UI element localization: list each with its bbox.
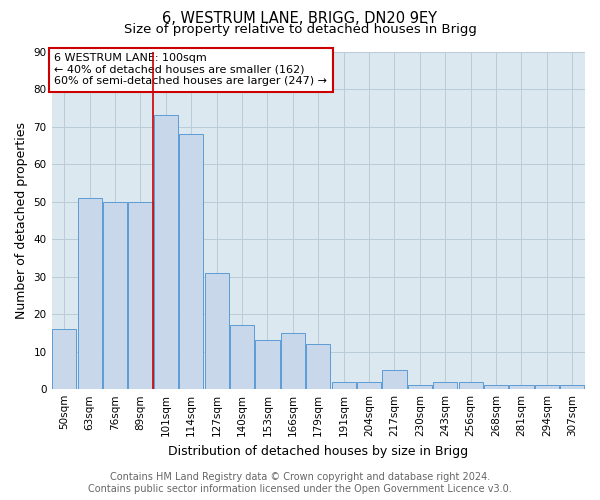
Bar <box>256 340 280 389</box>
Bar <box>103 202 127 389</box>
Bar <box>560 386 584 389</box>
Text: Contains HM Land Registry data © Crown copyright and database right 2024.
Contai: Contains HM Land Registry data © Crown c… <box>88 472 512 494</box>
Bar <box>179 134 203 389</box>
Bar <box>535 386 559 389</box>
Bar <box>357 382 381 389</box>
Bar <box>458 382 483 389</box>
Bar <box>484 386 508 389</box>
Bar <box>306 344 331 389</box>
Bar <box>128 202 152 389</box>
Y-axis label: Number of detached properties: Number of detached properties <box>15 122 28 319</box>
Bar <box>433 382 457 389</box>
Text: 6, WESTRUM LANE, BRIGG, DN20 9EY: 6, WESTRUM LANE, BRIGG, DN20 9EY <box>163 11 437 26</box>
X-axis label: Distribution of detached houses by size in Brigg: Distribution of detached houses by size … <box>168 444 469 458</box>
Bar <box>205 273 229 389</box>
Bar <box>77 198 102 389</box>
Bar <box>382 370 407 389</box>
Bar <box>509 386 533 389</box>
Bar <box>154 116 178 389</box>
Text: 6 WESTRUM LANE: 100sqm
← 40% of detached houses are smaller (162)
60% of semi-de: 6 WESTRUM LANE: 100sqm ← 40% of detached… <box>54 53 327 86</box>
Text: Size of property relative to detached houses in Brigg: Size of property relative to detached ho… <box>124 22 476 36</box>
Bar <box>408 386 432 389</box>
Bar <box>52 329 76 389</box>
Bar <box>332 382 356 389</box>
Bar <box>281 333 305 389</box>
Bar <box>230 326 254 389</box>
